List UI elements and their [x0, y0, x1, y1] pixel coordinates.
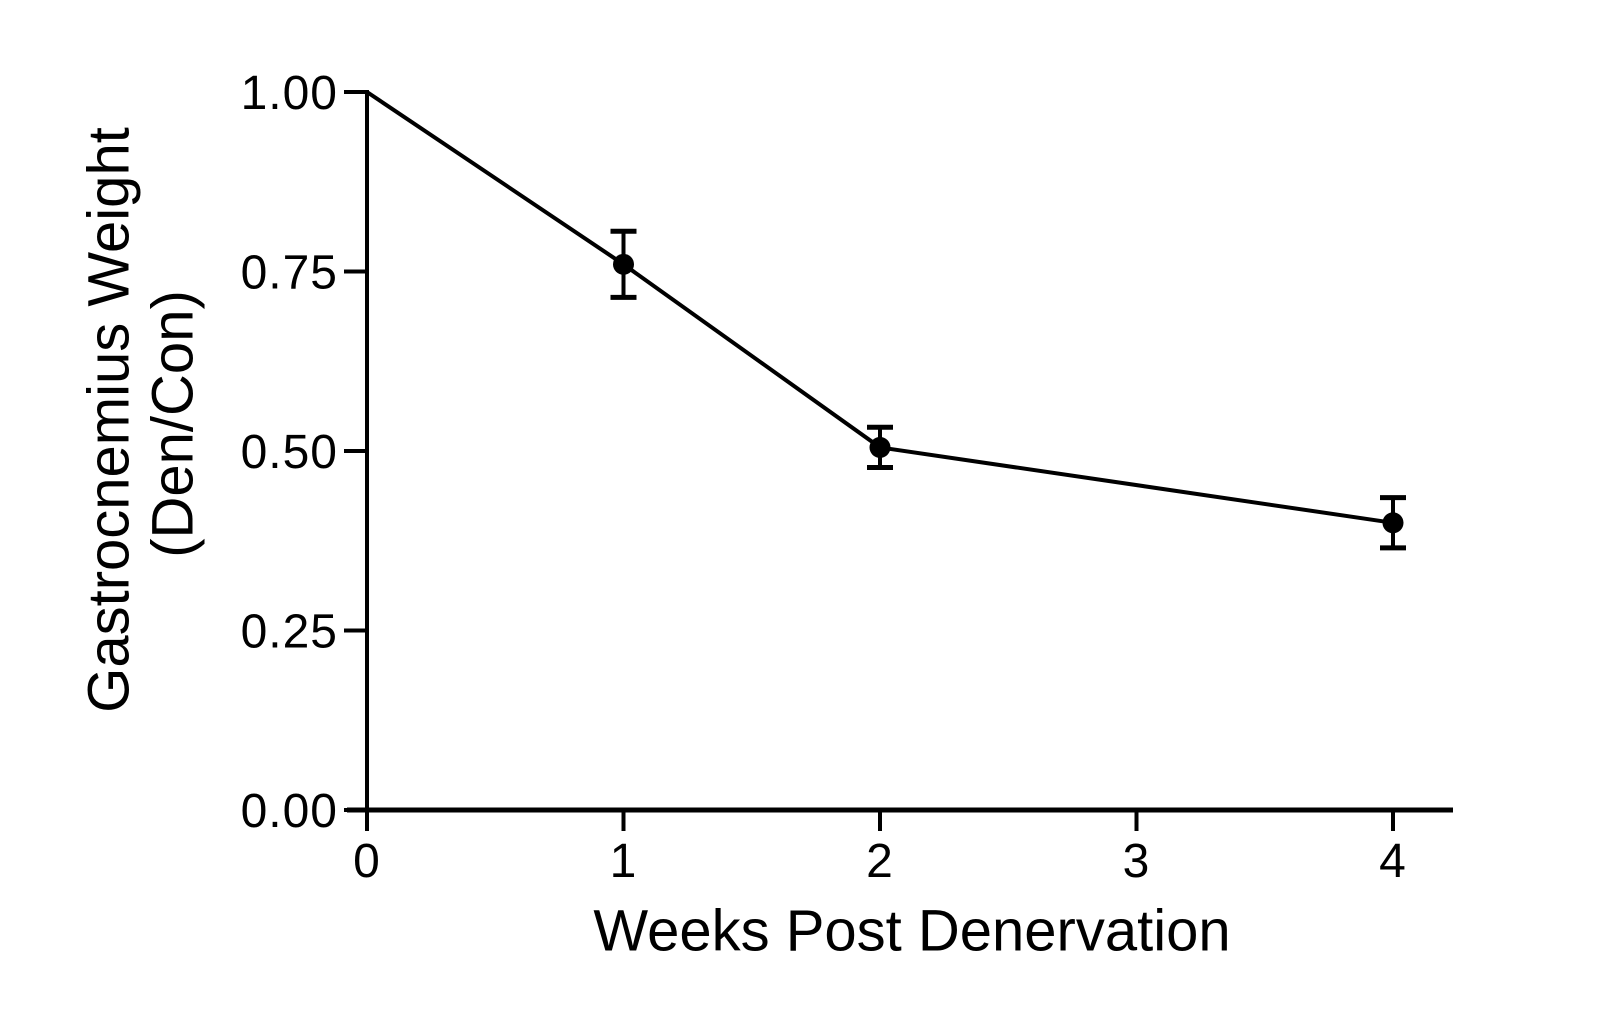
data-point-marker — [869, 436, 891, 458]
x-tick-label: 3 — [1123, 835, 1151, 888]
y-ticks-group: 0.00 0.25 0.50 0.75 1.00 — [241, 67, 367, 838]
data-series-group — [365, 90, 1406, 551]
y-tick-label: 0.75 — [241, 246, 338, 299]
x-axis-title: Weeks Post Denervation — [593, 898, 1230, 963]
data-line — [365, 90, 1394, 525]
y-tick-label: 1.00 — [241, 67, 338, 120]
y-axis-title-line-1: Gastrocnemius Weight — [76, 127, 141, 713]
x-tick-label: 2 — [866, 835, 894, 888]
data-point-marker — [1382, 512, 1404, 534]
data-point-marker — [613, 253, 634, 275]
x-tick-label: 1 — [610, 835, 638, 888]
y-tick-label: 0.50 — [241, 426, 338, 479]
y-tick-label: 0.25 — [241, 605, 338, 658]
y-tick-label: 0.00 — [241, 785, 338, 838]
x-ticks-group: 0 1 2 3 4 — [353, 812, 1407, 888]
x-tick-label: 4 — [1379, 835, 1407, 888]
x-tick-label: 0 — [353, 835, 381, 888]
y-axis-title-line-2: (Den/Con) — [140, 290, 205, 558]
